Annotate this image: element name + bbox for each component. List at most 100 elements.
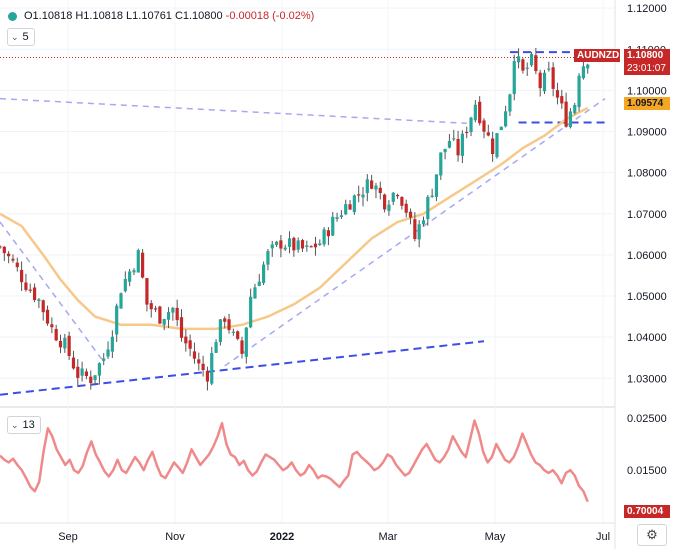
candle-body — [67, 335, 71, 356]
candle-body — [102, 358, 106, 361]
candle-body — [50, 324, 54, 328]
candle-body — [37, 299, 41, 302]
candle-body — [279, 240, 283, 249]
candle-body — [404, 203, 408, 213]
candle-body — [80, 368, 84, 376]
candle-body — [166, 312, 171, 320]
candle-body — [158, 306, 162, 324]
candle-body — [339, 215, 343, 217]
candle-body — [119, 293, 123, 309]
x-tick-label: Mar — [379, 531, 398, 543]
candle-body — [460, 133, 464, 156]
candle-body — [439, 152, 443, 176]
candle-body — [452, 138, 456, 140]
candle-body — [270, 244, 274, 249]
candle-body — [296, 240, 300, 250]
price-tag: 1.10800 — [624, 49, 670, 62]
indicator-value-tag: 0.70004 — [624, 505, 670, 518]
candle-body — [391, 192, 395, 202]
candle-body — [538, 72, 542, 89]
candle-body — [491, 138, 495, 155]
candle-body — [236, 331, 240, 339]
candle-body — [240, 340, 244, 354]
candle-body — [365, 179, 369, 194]
candle-body — [11, 258, 15, 261]
candle-body — [529, 53, 534, 66]
trendline — [0, 221, 105, 363]
candle-body — [41, 300, 45, 313]
candle-body — [378, 187, 382, 194]
candle-body — [197, 359, 201, 364]
candle-body — [231, 331, 235, 333]
candle-body — [76, 366, 80, 378]
chevron-down-icon: ⌄ — [11, 31, 19, 42]
candle-body — [357, 194, 361, 196]
gear-icon[interactable]: ⚙ — [637, 524, 667, 546]
indicator-series-line — [0, 419, 589, 503]
candle-body — [15, 262, 19, 268]
y-tick-label: 1.10000 — [627, 85, 667, 97]
candle-body — [568, 111, 573, 128]
candle-body — [210, 353, 214, 384]
candle-body — [525, 67, 529, 70]
candle-body — [201, 363, 205, 371]
candle-body — [63, 337, 67, 349]
candle-body — [400, 197, 404, 206]
low-value: L1.10761 — [126, 10, 172, 22]
candle-body — [283, 247, 287, 250]
candle-body — [370, 180, 374, 189]
candle-body — [586, 64, 590, 69]
x-axis-labels: Sep Nov 2022 Mar May Jul — [58, 531, 610, 543]
candle-body — [175, 307, 179, 321]
candle-body — [97, 363, 101, 376]
x-tick-label: May — [485, 531, 506, 543]
candle-body — [326, 230, 331, 237]
candle-body — [395, 194, 400, 197]
candle-body — [274, 241, 279, 245]
symbol-tag: AUDNZD — [574, 49, 620, 62]
indicator-y-tick-label: 0.02500 — [627, 413, 667, 425]
candle-body — [28, 289, 32, 291]
candle-body — [426, 196, 430, 220]
indicator-selector[interactable]: ⌄ 13 — [7, 416, 41, 434]
candle-body — [123, 278, 127, 292]
x-tick-label: Sep — [58, 531, 78, 543]
candle-body — [512, 61, 516, 95]
candle-body — [322, 229, 326, 245]
trendlines[interactable] — [0, 51, 615, 396]
x-tick-label: Nov — [165, 531, 185, 543]
candle-body — [573, 105, 577, 114]
change-value: -0.00018 (-0.02%) — [225, 10, 315, 22]
candlesticks — [0, 47, 590, 391]
candle-body — [141, 252, 145, 278]
candle-body — [499, 126, 503, 131]
indicator-y-tick-label: 0.01500 — [627, 465, 667, 477]
candle-body — [71, 357, 76, 369]
candle-body — [581, 66, 585, 79]
trendline — [0, 340, 485, 396]
period-selector[interactable]: ⌄ 5 — [7, 28, 35, 46]
candle-body — [223, 318, 227, 322]
candle-body — [132, 270, 136, 273]
candle-body — [348, 204, 352, 210]
candle-body — [2, 246, 6, 254]
candle-body — [214, 342, 218, 353]
high-value: H1.10818 — [75, 10, 124, 22]
candle-body — [482, 120, 486, 132]
x-tick-label: 2022 — [270, 531, 294, 543]
candle-body — [179, 317, 184, 338]
countdown-tag: 23:01:07 — [624, 62, 670, 75]
x-tick-label: Jul — [596, 531, 610, 543]
candle-body — [153, 308, 158, 310]
candle-body — [478, 101, 482, 124]
candle-body — [521, 59, 525, 71]
candle-body — [253, 287, 257, 299]
candle-body — [110, 336, 114, 352]
candle-body — [469, 117, 473, 133]
open-value: O1.10818 — [24, 10, 73, 22]
candle-body — [184, 336, 188, 344]
candle-body — [387, 204, 391, 211]
candle-body — [313, 243, 318, 248]
candle-body — [7, 253, 11, 257]
